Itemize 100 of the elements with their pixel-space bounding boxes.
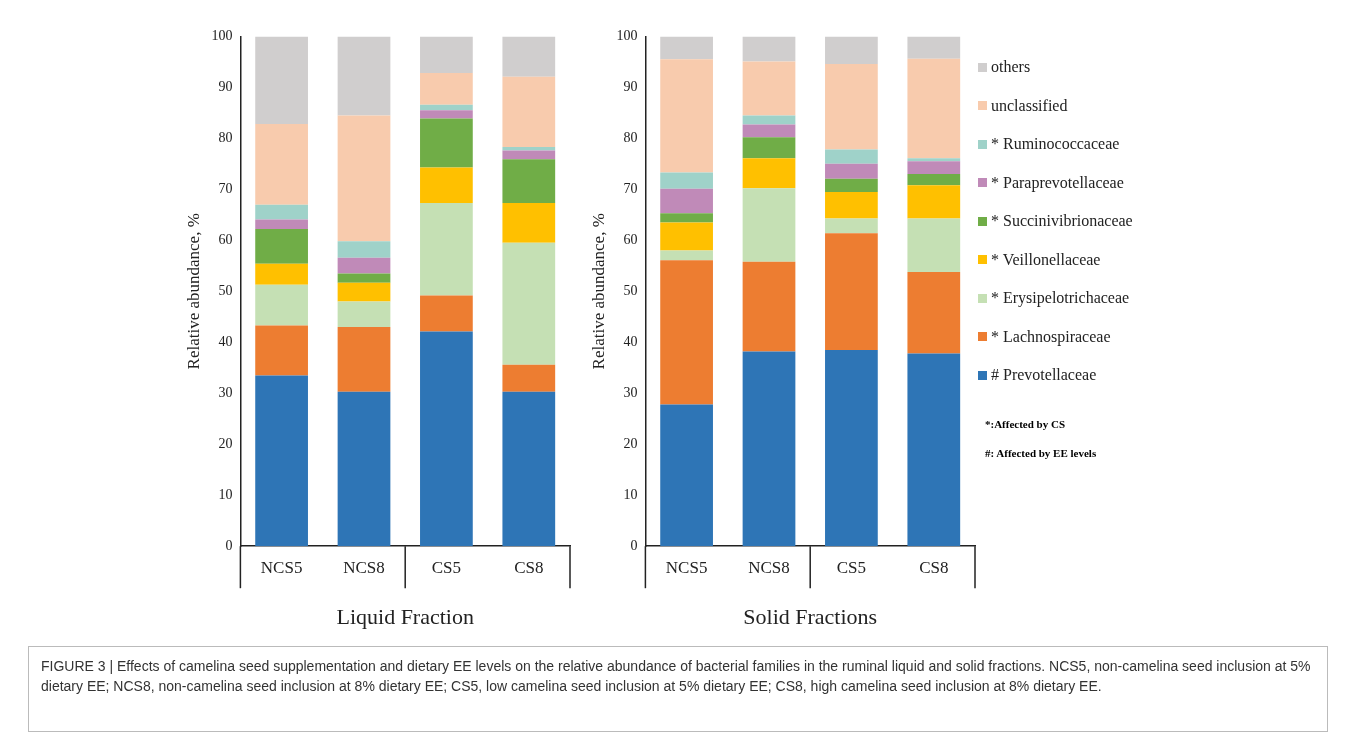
legend-label: * Succinivibrionaceae (991, 212, 1133, 231)
bar (502, 364, 556, 392)
y-tick-label: 40 (623, 333, 638, 349)
bar (825, 218, 878, 234)
bar (660, 260, 713, 405)
bar (742, 137, 796, 159)
bar (420, 104, 473, 111)
bar (420, 118, 473, 168)
legend-label: others (991, 58, 1031, 77)
legend-label: * Erysipelotrichaceae (991, 289, 1130, 308)
bar (660, 404, 713, 547)
bar (742, 351, 796, 547)
x-tick-label: NCS8 (748, 557, 790, 577)
bar (502, 242, 556, 365)
bar (825, 149, 878, 164)
bar (337, 241, 391, 258)
x-tick-label: NCS5 (260, 557, 303, 577)
bar (255, 36, 308, 125)
y-tick-label: 0 (225, 537, 233, 553)
bar (255, 325, 308, 376)
bar (742, 115, 796, 125)
legend-label: * Lachnospiraceae (991, 327, 1111, 346)
x-tick-label: CS8 (919, 557, 949, 577)
bar (420, 331, 473, 547)
y-tick-label: 70 (623, 181, 638, 197)
x-tick-label: CS8 (514, 557, 544, 577)
y-tick-label: 90 (623, 79, 638, 95)
bar (420, 110, 473, 119)
x-axis-title: Solid Fractions (743, 603, 878, 629)
y-axis-title: Relative abundance, % (588, 213, 608, 370)
bar (255, 124, 308, 205)
bar (825, 36, 878, 64)
bar (825, 191, 878, 219)
bar (660, 222, 713, 251)
bar (337, 301, 391, 327)
bar (825, 349, 878, 547)
y-tick-label: 0 (630, 537, 638, 553)
bar (420, 36, 473, 74)
bar (337, 257, 391, 274)
bar (420, 73, 473, 105)
y-tick-label: 50 (623, 282, 638, 298)
text: #: Affected by EE levels (985, 446, 1097, 461)
caption: FIGURE 3 | Effects of camelina seed supplementation and dietary EE levels on the relative abundance of bacterial families in the ruminal liquid and solid fractions. NCS5, non-camelina seed inclusion at 5% dietary EE; NCS8, non-camelina seed inclusion at 8% dietary EE; CS5, low camelina seed inclusion at 5% dietary EE; CS8, high camelina seed inclusion at 8% dietary EE. (28, 646, 1328, 732)
x-tick-label: NCS5 (665, 557, 708, 577)
bar (337, 115, 391, 242)
bar (337, 391, 391, 547)
legend-label: * Ruminococcaceae (991, 135, 1120, 154)
bar (420, 295, 473, 332)
bar (502, 147, 556, 151)
y-tick-label: 100 (211, 28, 233, 44)
bar (825, 63, 878, 150)
bar (907, 158, 961, 162)
bar (660, 250, 713, 261)
y-axis-title: Relative abundance, % (183, 213, 203, 370)
legend-label: * Veillonellaceae (991, 250, 1101, 269)
bar (907, 58, 961, 159)
bar (337, 273, 391, 283)
bar (337, 36, 391, 116)
y-tick-label: 10 (623, 486, 638, 502)
bar (907, 271, 961, 354)
bar (907, 36, 961, 59)
bar (502, 391, 556, 547)
bar (825, 178, 878, 192)
bar (660, 59, 713, 173)
y-tick-label: 20 (218, 435, 233, 451)
bar (742, 158, 796, 189)
legend-label: unclassified (991, 96, 1068, 115)
bar (825, 163, 878, 179)
y-tick-label: 10 (218, 486, 233, 502)
bar (255, 263, 308, 285)
x-tick-label: CS5 (431, 557, 462, 577)
bar (502, 159, 556, 204)
bar (255, 204, 308, 220)
bar (825, 233, 878, 350)
bar (502, 36, 556, 77)
bar (660, 213, 713, 223)
bar (742, 124, 796, 138)
bar (255, 229, 308, 264)
y-tick-label: 90 (218, 79, 233, 95)
bar (420, 167, 473, 204)
bar (742, 61, 796, 116)
bar (255, 284, 308, 326)
bar (907, 218, 961, 272)
bar (907, 185, 961, 219)
x-tick-label: NCS8 (343, 557, 385, 577)
bar (907, 174, 961, 186)
y-tick-label: 60 (218, 231, 233, 247)
bar (742, 188, 796, 262)
y-tick-label: 30 (218, 384, 233, 400)
y-tick-label: 70 (218, 181, 233, 197)
y-tick-label: 30 (623, 384, 638, 400)
bar (907, 353, 961, 547)
y-tick-label: 40 (218, 333, 233, 349)
bar (907, 161, 961, 175)
y-tick-label: 100 (616, 28, 638, 44)
bar (255, 375, 308, 547)
y-tick-label: 80 (623, 130, 638, 146)
bar (255, 219, 308, 230)
text: *:Affected by CS (985, 417, 1067, 432)
y-tick-label: 20 (623, 435, 638, 451)
